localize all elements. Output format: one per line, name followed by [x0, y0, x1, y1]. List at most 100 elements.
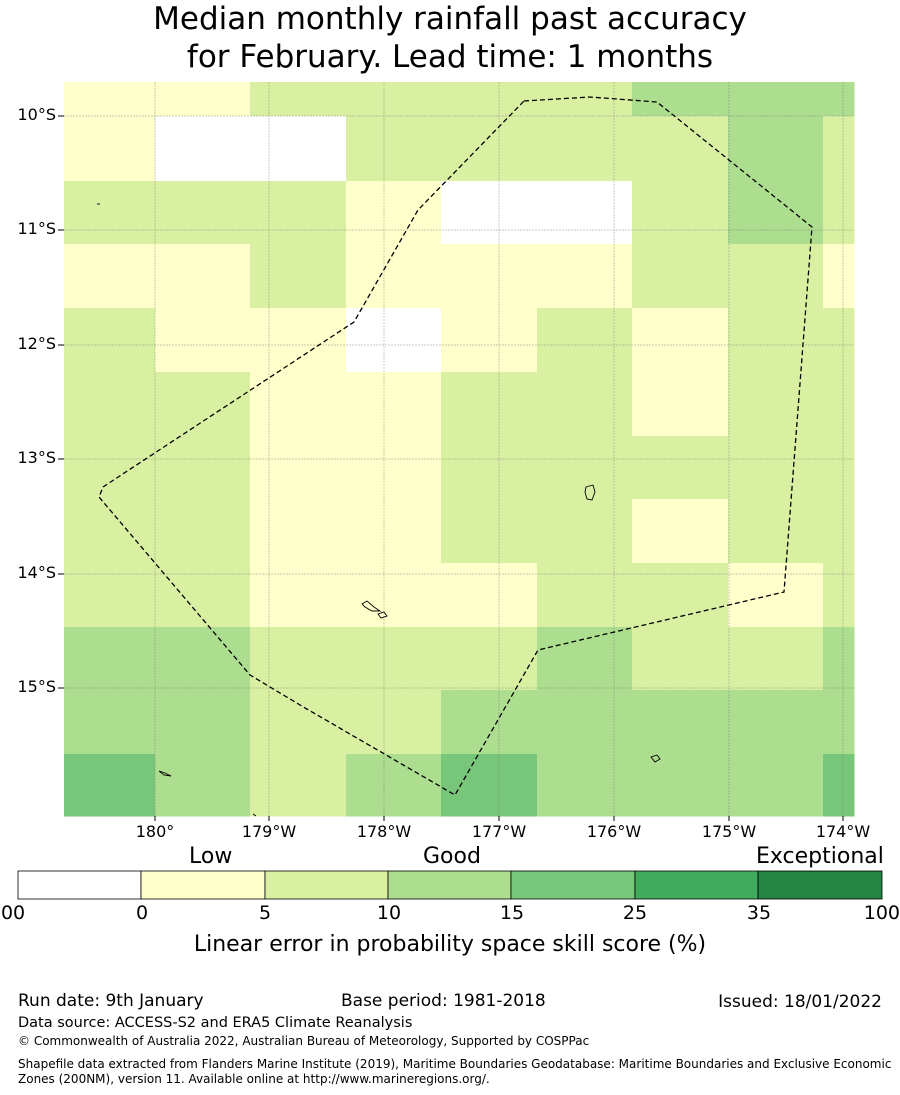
island-alofi: [377, 611, 388, 619]
grid-cell-good-low: [632, 244, 729, 309]
grid-cell-good-low: [537, 563, 633, 628]
grid-cell-good-low: [537, 372, 633, 437]
grid-cell-good-mid: [632, 82, 729, 117]
grid-cell-good-low: [64, 308, 156, 373]
grid-cell-good-mid: [64, 627, 156, 691]
grid-cell-good-mid: [155, 754, 251, 817]
grid-cell-good-mid: [537, 690, 633, 755]
grid-cell-good-low: [537, 308, 633, 373]
grid-cell-good-low: [250, 690, 347, 755]
grid-cell-good-low: [823, 116, 855, 182]
grid-cell-blank: [441, 181, 538, 245]
grid-cell-good-low: [823, 563, 855, 628]
grid-cell-good-low: [155, 181, 251, 245]
colorbar-tick-35: 35: [746, 902, 772, 924]
colorbar-segment-15-25: [510, 870, 636, 900]
colorbar-tick-25: 25: [622, 902, 648, 924]
lon-tick-177w: 177°W: [471, 822, 527, 841]
grid-cell-good-low: [728, 436, 824, 500]
grid-cell-blank: [155, 116, 251, 182]
copyright: © Commonwealth of Australia 2022, Austra…: [18, 1034, 590, 1048]
lon-tick-176w: 176°W: [586, 822, 642, 841]
grid-cell-good-mid: [728, 754, 824, 817]
grid-cell-good-low: [537, 499, 633, 564]
colorbar-segment-25-35: [634, 870, 759, 900]
island-futuna: [361, 600, 382, 612]
grid-cell-good-low: [441, 499, 538, 564]
grid-cell-good-low: [537, 436, 633, 500]
colorbar-segment-0-5: [140, 870, 266, 900]
colorbar-tick-15: 15: [499, 902, 525, 924]
lon-tick-174w: 174°W: [815, 822, 871, 841]
grid-cell-low: [346, 372, 442, 437]
grid-cell-good-high: [441, 754, 538, 817]
grid-cell-good-low: [632, 116, 729, 182]
issued-date: Issued: 18/01/2022: [718, 992, 882, 1012]
grid-cell-good-low: [64, 499, 156, 564]
grid-cell-low: [155, 82, 251, 117]
colorbar-tick-10: 10: [376, 902, 402, 924]
grid-cell-good-high: [823, 754, 855, 817]
colorbar-segment-10-15: [387, 870, 512, 900]
grid-cell-good-mid: [632, 754, 729, 817]
colorbar-category-low: Low: [189, 844, 233, 869]
lat-tick-10s: 10°S: [17, 105, 56, 124]
grid-cell-low: [155, 308, 251, 373]
grid-cell-good-mid: [728, 82, 824, 117]
grid-cell-good-low: [728, 372, 824, 437]
axis-ticks: [58, 115, 844, 821]
grid-cell-good-low: [155, 563, 251, 628]
colorbar-category-exceptional: Exceptional: [756, 844, 884, 869]
shapefile-credit-line-2: Zones (200NM), version 11. Available onl…: [18, 1072, 490, 1086]
grid-cell-good-low: [250, 627, 347, 691]
grid-cell-low: [441, 308, 538, 373]
title-line-1: Median monthly rainfall past accuracy: [153, 1, 747, 37]
islands: [97, 203, 661, 817]
colorbar-segment-minus100-0: [17, 870, 142, 900]
grid-cell-good-low: [632, 627, 729, 691]
lat-tick-13s: 13°S: [17, 448, 56, 467]
grid-cell-good-low: [823, 372, 855, 437]
grid-cell-good-low: [441, 82, 538, 117]
colorbar-label: Linear error in probability space skill …: [193, 932, 707, 957]
grid-cell-low: [346, 563, 442, 628]
island-speck-south: [252, 813, 257, 817]
grid-cell-good-mid: [728, 181, 824, 245]
grid-cell-good-mid: [155, 690, 251, 755]
grid-cell-good-low: [728, 244, 824, 309]
lat-tick-12s: 12°S: [17, 334, 56, 353]
grid-cell-low: [250, 563, 347, 628]
grid-cell-good-low: [823, 499, 855, 564]
lon-tick-179w: 179°W: [241, 822, 297, 841]
grid-cell-blank: [537, 181, 633, 245]
colorbar-tick-minus100: -100: [0, 902, 26, 924]
grid-cell-good-low: [441, 372, 538, 437]
grid-cell-good-mid: [823, 627, 855, 691]
grid-cell-good-low: [346, 690, 442, 755]
grid-cell-good-low: [823, 308, 855, 373]
lon-tick-178w: 178°W: [356, 822, 412, 841]
grid-cell-good-high: [64, 754, 156, 817]
grid-cell-low: [346, 499, 442, 564]
eez-boundary: [98, 96, 813, 796]
colorbar-category-good: Good: [423, 844, 481, 869]
lon-tick-175w: 175°W: [701, 822, 757, 841]
shapefile-credit-line-1: Shapefile data extracted from Flanders M…: [18, 1057, 892, 1071]
lat-tick-14s: 14°S: [17, 563, 56, 582]
grid-cell-good-mid: [155, 627, 251, 691]
grid-cell-good-mid: [728, 116, 824, 182]
grid-cell-good-low: [250, 181, 347, 245]
grid-cell-good-mid: [537, 754, 633, 817]
grid-cell-good-mid: [632, 690, 729, 755]
grid-cell-good-low: [250, 244, 347, 309]
colorbar-tick-0: 0: [135, 902, 149, 924]
grid-cell-good-mid: [441, 690, 538, 755]
map-gridlines: [64, 82, 854, 816]
grid-cell-low: [64, 82, 156, 117]
island-uvea: [584, 484, 596, 501]
grid-cell-good-low: [64, 372, 156, 437]
grid-cell-good-low: [823, 436, 855, 500]
grid-cell-good-low: [155, 499, 251, 564]
grid-cell-good-low: [728, 308, 824, 373]
